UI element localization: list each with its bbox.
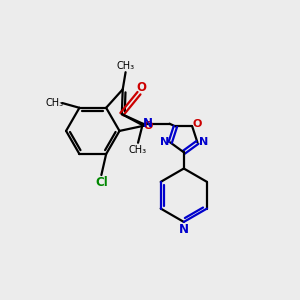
Text: O: O [137, 81, 147, 94]
Text: N: N [199, 137, 208, 147]
Text: N: N [160, 137, 169, 147]
Text: CH₃: CH₃ [46, 98, 64, 108]
Text: O: O [144, 121, 153, 131]
Text: N: N [142, 117, 153, 130]
Text: CH₃: CH₃ [116, 61, 135, 70]
Text: O: O [192, 118, 202, 129]
Text: Cl: Cl [95, 176, 108, 189]
Text: CH₃: CH₃ [129, 146, 147, 155]
Text: N: N [179, 223, 189, 236]
